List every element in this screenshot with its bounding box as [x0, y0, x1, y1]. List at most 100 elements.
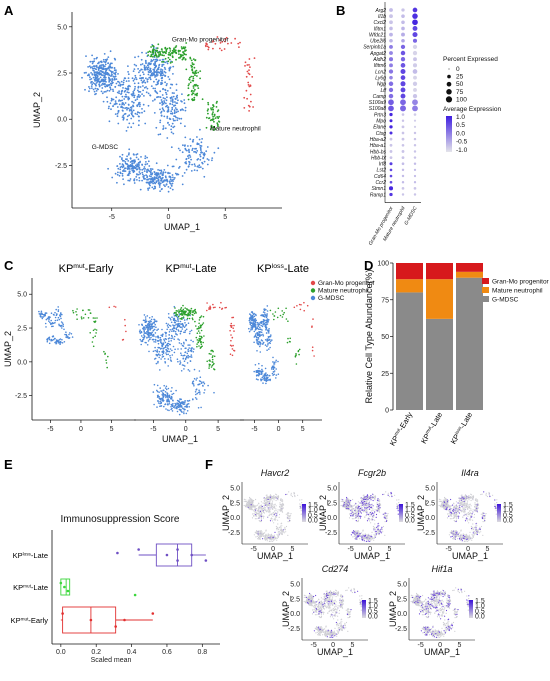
panel-a-point — [91, 54, 93, 57]
panel-f-point — [369, 539, 372, 541]
panel-a-point — [122, 164, 125, 167]
panel-c-point — [153, 383, 156, 386]
panel-a-point — [138, 119, 140, 122]
panel-c-point — [89, 312, 92, 314]
panel-f-point — [370, 495, 372, 497]
panel-b-gene-label: S100a8 — [369, 106, 386, 112]
panel-f-point — [354, 517, 356, 519]
panel-c-point — [146, 331, 148, 333]
panel-a-point — [156, 173, 159, 176]
panel-f-point — [367, 540, 369, 542]
panel-c-point — [145, 324, 147, 327]
panel-a-point — [207, 112, 209, 115]
panel-a-point — [124, 87, 127, 90]
panel-c-legend-swatch — [310, 280, 316, 286]
panel-a-point — [164, 68, 167, 70]
panel-c-point — [153, 325, 155, 328]
panel-a-point — [211, 159, 213, 162]
panel-c-point — [202, 341, 204, 344]
panel-a-point — [168, 118, 171, 120]
panel-f-point — [300, 507, 302, 509]
panel-a-point — [187, 155, 189, 158]
panel-a-point — [135, 166, 138, 168]
panel-a-point — [133, 63, 136, 66]
panel-a-point — [95, 64, 98, 67]
panel-c-point — [179, 406, 182, 408]
panel-c-point — [185, 324, 188, 326]
panel-c-point — [192, 310, 194, 312]
panel-a-point — [152, 55, 154, 58]
panel-a-point — [95, 57, 98, 60]
panel-c-point — [184, 307, 186, 309]
panel-c-point — [255, 339, 258, 341]
panel-b-label: B — [336, 3, 345, 18]
panel-a-point — [108, 90, 111, 92]
panel-c-point — [51, 325, 53, 328]
panel-c-point — [197, 326, 200, 328]
panel-a-point — [201, 138, 204, 140]
panel-c-point — [195, 311, 197, 314]
panel-c-point — [164, 346, 167, 349]
panel-f-point — [274, 531, 276, 534]
panel-b-dot — [413, 156, 417, 159]
panel-b-gene-label: Aldh2 — [372, 57, 386, 63]
panel-f-point — [246, 500, 248, 502]
panel-c-point — [260, 331, 263, 334]
panel-b-gene-label: Irf8 — [379, 162, 386, 168]
panel-a-point — [141, 68, 143, 71]
panel-f-point — [358, 531, 360, 533]
panel-c-point — [189, 344, 191, 346]
panel-a-point — [200, 141, 203, 144]
panel-a-point — [175, 89, 178, 91]
panel-a-point — [117, 73, 119, 75]
panel-c-point — [80, 316, 83, 318]
panel-f-point — [271, 514, 273, 516]
panel-a-point — [115, 71, 117, 73]
panel-a-point — [180, 100, 182, 102]
panel-f-point — [266, 497, 268, 499]
panel-f-point — [253, 504, 255, 506]
panel-c-point — [59, 343, 61, 346]
panel-a-point — [122, 107, 124, 109]
panel-a-point — [128, 171, 131, 174]
panel-f-point — [366, 509, 368, 511]
panel-c-point — [181, 309, 184, 312]
panel-c-point — [55, 308, 57, 311]
panel-f-x-tick-label: -5 — [251, 546, 257, 553]
panel-c-point — [273, 365, 275, 367]
panel-a-point — [154, 87, 157, 90]
panel-a-point — [94, 68, 97, 70]
panel-a-point — [161, 82, 164, 84]
panel-f-point — [369, 520, 371, 522]
panel-b-dot — [401, 150, 405, 153]
panel-a-point — [100, 90, 103, 93]
panel-a-point — [167, 186, 170, 188]
panel-a-point — [154, 49, 157, 52]
panel-c-point — [63, 328, 65, 331]
panel-b-dot — [388, 105, 394, 112]
panel-a-point — [118, 100, 120, 102]
panel-c-point — [173, 329, 175, 332]
panel-a-point — [147, 64, 150, 66]
panel-f-point — [366, 534, 368, 536]
panel-c-point — [64, 333, 66, 336]
panel-a-point — [187, 145, 189, 147]
panel-a-point — [119, 83, 122, 86]
panel-a-point — [154, 58, 157, 61]
panel-c-point — [170, 406, 172, 408]
panel-a-point — [126, 91, 129, 93]
panel-a-point — [125, 130, 128, 132]
panel-c-point — [186, 318, 188, 321]
panel-a-point — [188, 149, 190, 152]
panel-f-point — [360, 506, 363, 508]
panel-f-point — [377, 528, 379, 530]
panel-f-point — [352, 514, 354, 516]
panel-c-point — [161, 398, 164, 401]
panel-c-point — [265, 322, 268, 324]
panel-c-point — [273, 373, 276, 376]
panel-c-point — [56, 313, 58, 316]
panel-b-dot — [389, 51, 393, 55]
panel-c-point — [265, 382, 267, 385]
panel-f-point — [272, 539, 275, 541]
panel-c-point — [298, 303, 301, 306]
